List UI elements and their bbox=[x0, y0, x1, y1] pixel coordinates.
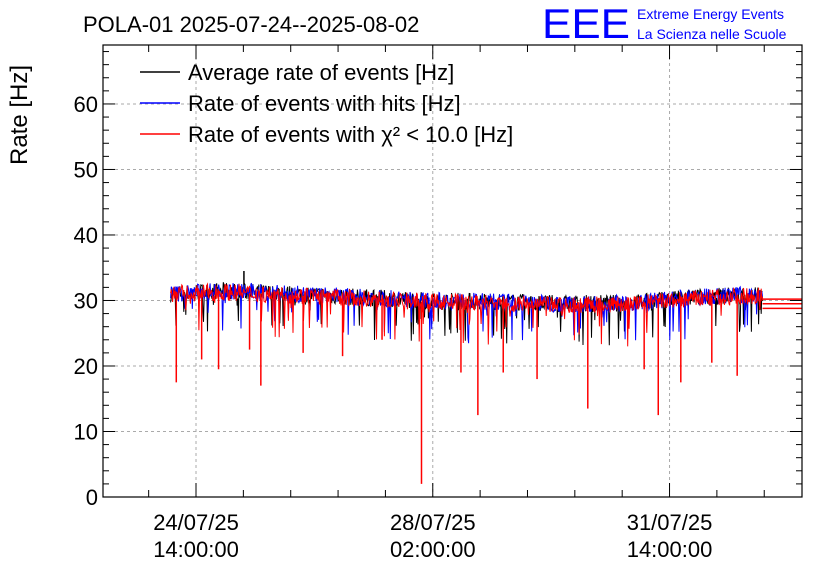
y-tick-label: 40 bbox=[74, 223, 98, 248]
plot-frame bbox=[102, 44, 803, 498]
y-tick-label: 0 bbox=[86, 485, 98, 510]
plot-area bbox=[170, 271, 802, 484]
logo-line-1: Extreme Energy Events bbox=[637, 6, 784, 22]
logo-line-2: La Scienza nelle Scuole bbox=[637, 26, 787, 42]
y-tick-label: 10 bbox=[74, 419, 98, 444]
x-tick-label-date: 31/07/25 bbox=[627, 510, 713, 535]
y-tick-label: 20 bbox=[74, 354, 98, 379]
legend-label-chi2: Rate of events with χ² < 10.0 [Hz] bbox=[188, 122, 513, 147]
x-tick-label-time: 14:00:00 bbox=[153, 537, 239, 562]
eee-logo: EEE Extreme Energy Events La Scienza nel… bbox=[542, 0, 787, 47]
y-tick-label: 50 bbox=[74, 157, 98, 182]
legend-entry-hits: Rate of events with hits [Hz] bbox=[140, 91, 461, 116]
axes: 010203040506024/07/2514:00:0028/07/2502:… bbox=[74, 45, 802, 562]
y-tick-label: 30 bbox=[74, 288, 98, 313]
x-tick-label-date: 24/07/25 bbox=[153, 510, 239, 535]
y-tick-label: 60 bbox=[74, 92, 98, 117]
legend-entry-average: Average rate of events [Hz] bbox=[140, 60, 454, 85]
legend: Average rate of events [Hz] Rate of even… bbox=[140, 60, 513, 147]
x-tick-label-time: 02:00:00 bbox=[390, 537, 476, 562]
x-tick-label-time: 14:00:00 bbox=[627, 537, 713, 562]
legend-label-average: Average rate of events [Hz] bbox=[188, 60, 454, 85]
chart-title: POLA-01 2025-07-24--2025-08-02 bbox=[83, 12, 419, 37]
x-tick-label-date: 28/07/25 bbox=[390, 510, 476, 535]
series-2 bbox=[170, 282, 802, 484]
y-axis-label: Rate [Hz] bbox=[6, 65, 33, 165]
grid bbox=[103, 45, 802, 497]
legend-entry-chi2: Rate of events with χ² < 10.0 [Hz] bbox=[140, 122, 513, 147]
logo-mark: EEE bbox=[542, 0, 630, 47]
series-line bbox=[170, 282, 763, 347]
legend-label-hits: Rate of events with hits [Hz] bbox=[188, 91, 461, 116]
